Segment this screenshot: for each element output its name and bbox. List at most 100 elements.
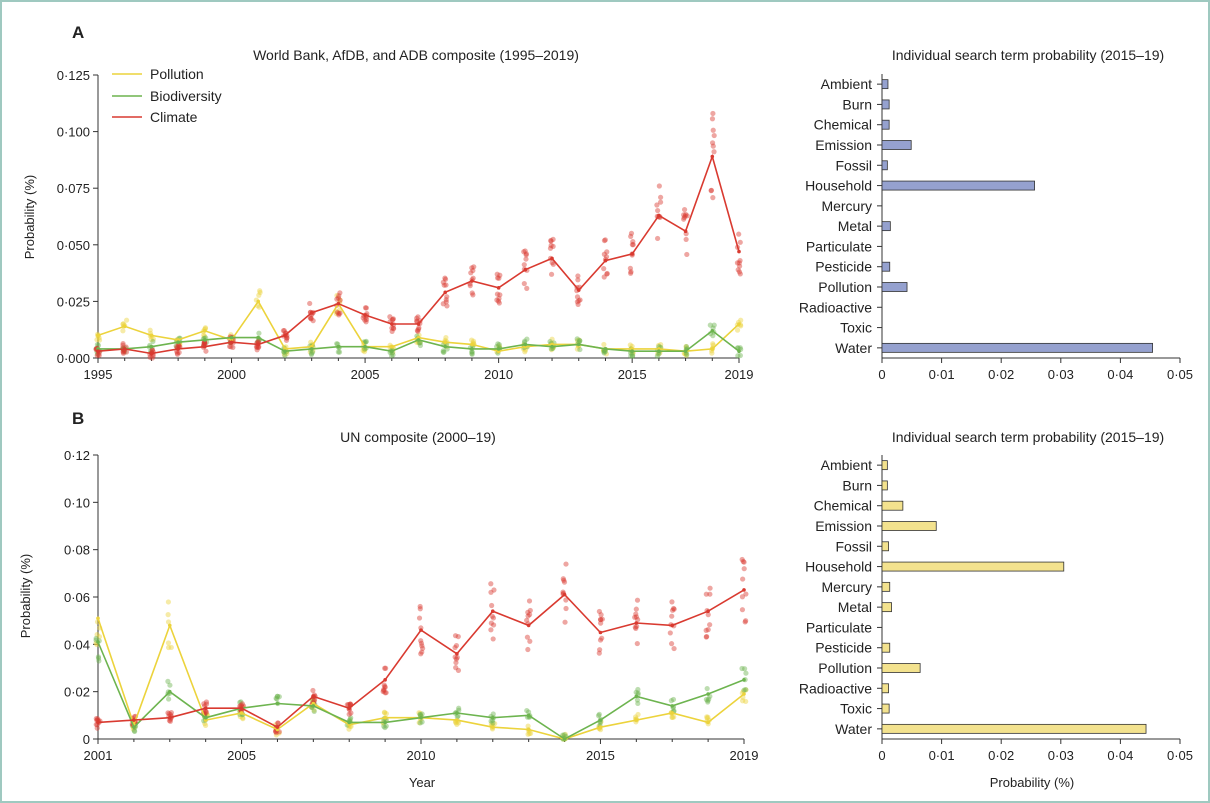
panel-a-climate-replicate-point bbox=[120, 340, 126, 347]
panel-a-climate-replicate-point bbox=[147, 354, 153, 360]
panel-a-climate-replicate-point bbox=[574, 299, 580, 305]
panel-b-bars-category-label: Pesticide bbox=[815, 640, 872, 656]
panel-a-biodiversity-point bbox=[149, 344, 154, 349]
panel-b-biodiversity-replicate-point bbox=[238, 699, 244, 705]
panel-a-biodiversity-replicate-point bbox=[707, 322, 713, 328]
panel-a-climate-replicate-point bbox=[389, 317, 395, 323]
panel-b-pollution-replicate-point bbox=[165, 644, 172, 651]
panel-b-y-tick-label: 0·08 bbox=[64, 543, 90, 558]
panel-a-climate-replicate-point bbox=[470, 292, 476, 298]
panel-b-climate-replicate-point bbox=[455, 667, 462, 674]
panel-a-biodiversity-replicate-point bbox=[737, 345, 743, 351]
panel-a-climate-replicate-point bbox=[363, 316, 370, 323]
panel-a-biodiversity-point bbox=[523, 342, 528, 347]
panel-a-pollution-replicate-point bbox=[522, 349, 528, 355]
panel-a-climate-replicate-point bbox=[362, 317, 368, 323]
panel-b-pollution-replicate-point bbox=[165, 640, 172, 646]
panel-b-bars-category-label: Toxic bbox=[840, 701, 872, 717]
panel-b-climate-point bbox=[383, 678, 387, 682]
panel-a-climate-replicate-point bbox=[736, 269, 743, 275]
panel-b-title: UN composite (2000–19) bbox=[340, 429, 496, 445]
panel-a-biodiversity-replicate-point bbox=[256, 330, 262, 336]
panel-a-pollution-replicate-point bbox=[548, 347, 555, 353]
panel-a-pollution-replicate-point bbox=[416, 340, 422, 346]
panel-b-biodiversity-replicate-point bbox=[274, 693, 281, 699]
panel-b-pollution-replicate-point bbox=[383, 711, 389, 717]
panel-b-pollution-replicate-point bbox=[237, 714, 243, 720]
panel-a-pollution-replicate-point bbox=[334, 292, 340, 299]
panel-b-climate-replicate-point bbox=[742, 619, 748, 625]
panel-b-biodiversity-replicate-point bbox=[595, 713, 602, 719]
panel-b-biodiversity-replicate-point bbox=[490, 720, 496, 726]
panel-a-biodiversity-replicate-point bbox=[684, 352, 690, 358]
panel-a-pollution-replicate-point bbox=[549, 336, 555, 342]
panel-b-climate-replicate-point bbox=[633, 614, 640, 620]
panel-a-climate-replicate-point bbox=[390, 316, 396, 322]
panel-b-climate-replicate-point bbox=[562, 619, 568, 625]
panel-a-y-tick-label: 0·025 bbox=[57, 294, 90, 309]
panel-a-pollution-replicate-point bbox=[601, 341, 607, 348]
panel-a-biodiversity-replicate-point bbox=[309, 349, 316, 355]
panel-b-climate-replicate-point bbox=[345, 701, 352, 708]
panel-a-climate-replicate-point bbox=[467, 283, 473, 289]
panel-a-pollution-replicate-point bbox=[470, 338, 477, 344]
panel-a-climate-replicate-point bbox=[363, 305, 369, 311]
panel-a-pollution-replicate-point bbox=[574, 338, 581, 344]
panel-b-climate-replicate-point bbox=[490, 636, 496, 642]
panel-a-climate-replicate-point bbox=[683, 236, 689, 243]
panel-a-biodiversity-replicate-point bbox=[574, 336, 580, 342]
panel-a-climate-replicate-point bbox=[736, 263, 743, 269]
panel-a-climate-replicate-point bbox=[308, 315, 314, 321]
panel-a-pollution-replicate-point bbox=[94, 337, 100, 343]
panel-a-biodiversity-replicate-point bbox=[737, 352, 743, 359]
panel-a-y-tick-label: 0·050 bbox=[57, 238, 90, 253]
panel-a-climate-replicate-point bbox=[414, 315, 420, 321]
panel-b-climate-replicate-point bbox=[634, 597, 641, 603]
panel-a-climate-replicate-point bbox=[230, 344, 236, 351]
panel-b-climate-replicate-point bbox=[525, 646, 531, 653]
panel-b-biodiversity-point bbox=[670, 704, 675, 708]
panel-b-climate-replicate-point bbox=[452, 654, 458, 660]
panel-a-climate-replicate-point bbox=[548, 237, 554, 244]
panel-b-climate-replicate-point bbox=[560, 576, 566, 582]
panel-a-x-tick-label: 2015 bbox=[618, 367, 647, 382]
panel-a-climate-replicate-point bbox=[548, 242, 554, 249]
panel-b-bars-bar bbox=[881, 480, 888, 491]
panel-b-climate-replicate-point bbox=[707, 591, 713, 597]
panel-a-climate-point bbox=[256, 342, 261, 347]
panel-a-climate-replicate-point bbox=[737, 239, 743, 245]
panel-a-bars-category-label: Radioactive bbox=[799, 299, 872, 315]
panel-a-climate-replicate-point bbox=[254, 347, 260, 353]
panel-b-climate-replicate-point bbox=[165, 710, 171, 716]
panel-a-biodiversity-point bbox=[470, 347, 474, 351]
panel-b-climate-replicate-point bbox=[704, 633, 710, 640]
panel-a-climate-replicate-point bbox=[444, 294, 450, 300]
panel-b-x-axis-label: Year bbox=[409, 775, 436, 790]
panel-a-biodiversity-replicate-point bbox=[656, 351, 662, 357]
panel-b-climate-replicate-point bbox=[632, 614, 638, 620]
panel-b-pollution-replicate-point bbox=[416, 720, 422, 726]
panel-b-climate-point bbox=[670, 623, 675, 628]
panel-a-climate-replicate-point bbox=[709, 140, 716, 146]
panel-a-pollution-replicate-point bbox=[468, 337, 475, 343]
panel-b-bars-category-label: Chemical bbox=[814, 498, 872, 514]
panel-b-pollution-point bbox=[670, 711, 675, 715]
panel-b-climate-replicate-point bbox=[524, 634, 531, 640]
panel-a-climate-replicate-point bbox=[337, 310, 343, 316]
panel-b-climate-replicate-point bbox=[202, 709, 209, 715]
panel-b-climate-replicate-point bbox=[598, 612, 604, 618]
panel-a-climate-replicate-point bbox=[444, 303, 450, 309]
panel-a-bars-bar bbox=[881, 282, 908, 292]
panel-a-climate-replicate-point bbox=[628, 230, 635, 236]
panel-a-climate-replicate-point bbox=[442, 276, 449, 282]
panel-a-bars-bar bbox=[881, 342, 1153, 353]
panel-b-climate-replicate-point bbox=[346, 711, 352, 717]
panel-a-climate-replicate-point bbox=[390, 325, 397, 331]
panel-a-climate-replicate-point bbox=[601, 251, 607, 257]
panel-b-climate-point bbox=[706, 609, 710, 613]
panel-b-climate-replicate-point bbox=[381, 687, 387, 694]
panel-a-biodiversity-replicate-point bbox=[577, 338, 583, 344]
panel-b-pollution-replicate-point bbox=[525, 723, 531, 729]
panel-b-climate-replicate-point bbox=[311, 697, 318, 703]
panel-b-y-tick-label: 0·12 bbox=[64, 448, 90, 463]
